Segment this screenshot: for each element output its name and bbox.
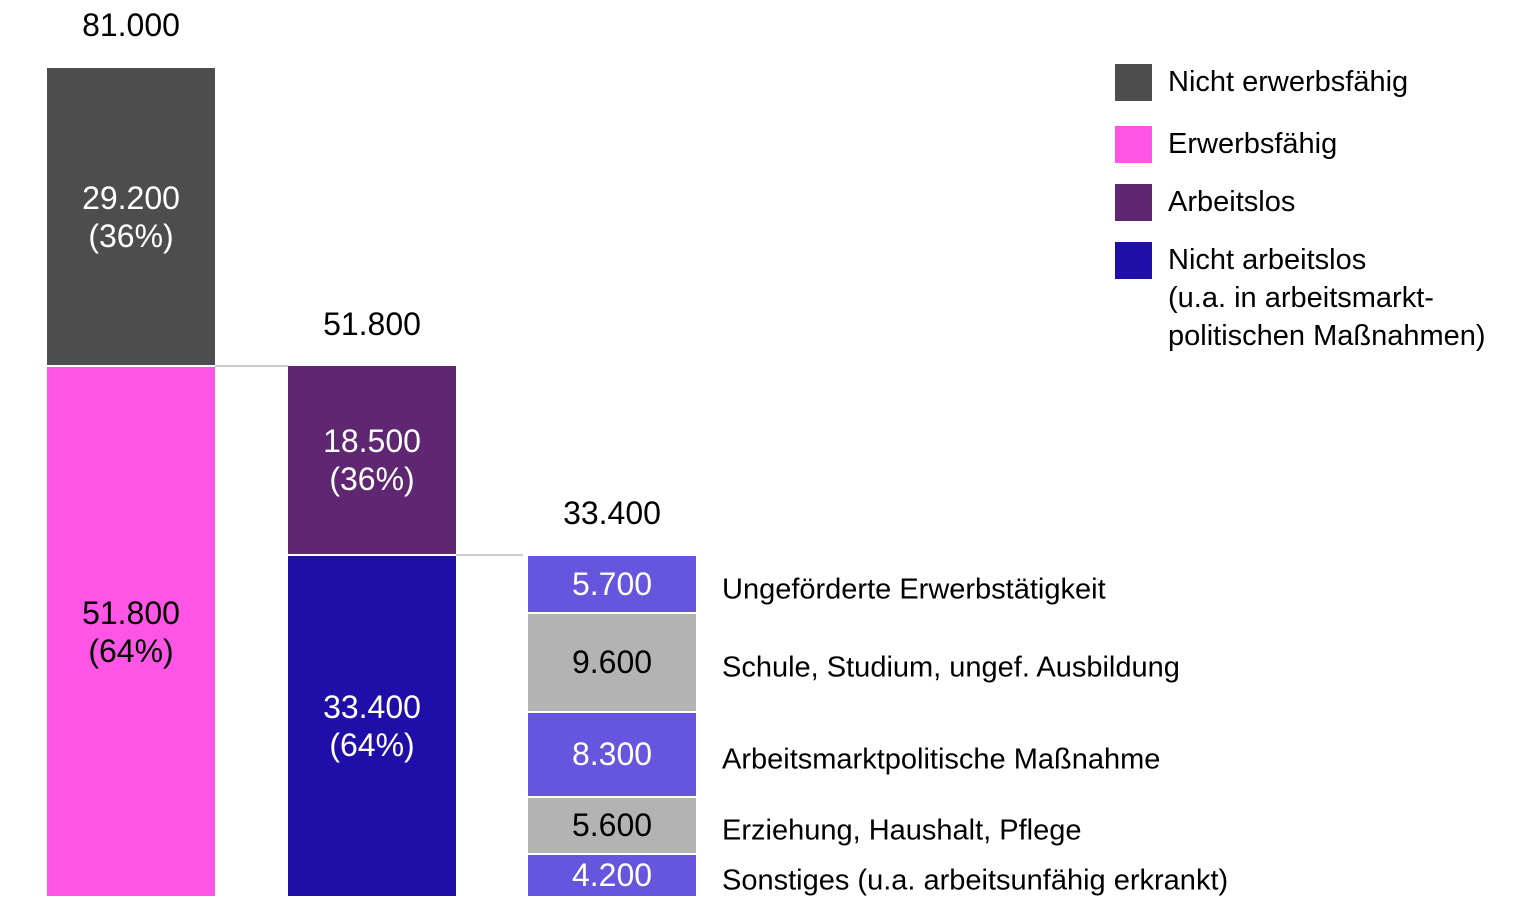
segment-value: 29.200 <box>82 179 180 216</box>
legend-swatch <box>1115 242 1152 279</box>
legend-label: Erwerbsfähig <box>1168 128 1338 160</box>
segment-label: 8.300 <box>528 712 696 797</box>
bar-segment <box>288 555 456 896</box>
segment-label: 18.500 (36%) <box>288 365 456 555</box>
segment-label: 5.600 <box>528 797 696 854</box>
segment-label: 5.700 <box>528 555 696 613</box>
column-total: 81.000 <box>82 7 180 43</box>
segment-label: 4.200 <box>528 854 696 897</box>
category-label: Erziehung, Haushalt, Pflege <box>722 814 1082 847</box>
category-label: Schule, Studium, ungef. Ausbildung <box>722 651 1180 684</box>
legend-swatch <box>1115 126 1152 163</box>
segment-label: 9.600 <box>528 613 696 711</box>
bar-segment <box>47 367 215 896</box>
segment-value: 51.800 <box>82 594 180 631</box>
connector-line <box>215 365 288 368</box>
bar-segment <box>47 68 215 366</box>
category-label: Arbeitsmarktpolitische Maßnahme <box>722 743 1161 776</box>
segment-value: 9.600 <box>571 644 653 681</box>
legend-label: Nicht erwerbsfähig <box>1168 66 1409 98</box>
bar-segment <box>528 614 696 711</box>
segment-value: 8.300 <box>571 736 653 773</box>
bar-segment <box>528 712 696 796</box>
segment-label: 33.400 (64%) <box>288 555 456 897</box>
segment-share: (64%) <box>88 632 174 669</box>
segment-value: 4.200 <box>571 857 653 894</box>
segment-value: 33.400 <box>323 688 421 725</box>
segment-value: 5.600 <box>571 807 653 844</box>
category-label: Sonstiges (u.a. arbeitsunfähig erkrankt) <box>722 864 1229 897</box>
legend-label: Nicht arbeitslos (u.a. in arbeitsmarkt- … <box>1168 244 1486 352</box>
segment-share: (36%) <box>329 460 415 497</box>
segment-label: 29.200 (36%) <box>47 67 215 366</box>
bar-segment <box>528 797 696 853</box>
bar-segment <box>528 854 696 896</box>
connector-line <box>456 553 523 556</box>
segment-label: 51.800 (64%) <box>47 366 215 897</box>
segment-value: 5.700 <box>571 565 653 602</box>
segment-share: (36%) <box>88 217 174 254</box>
segment-value: 18.500 <box>323 422 421 459</box>
column-total: 33.400 <box>563 494 661 531</box>
bar-segment <box>288 366 456 554</box>
category-label: Ungeförderte Erwerbstätigkeit <box>722 573 1106 606</box>
segment-share: (64%) <box>329 726 415 763</box>
column-total: 51.800 <box>323 306 421 343</box>
legend-label: Arbeitslos <box>1168 186 1296 218</box>
legend-swatch <box>1115 184 1152 221</box>
legend-swatch <box>1115 64 1152 101</box>
bar-segment <box>528 555 696 613</box>
